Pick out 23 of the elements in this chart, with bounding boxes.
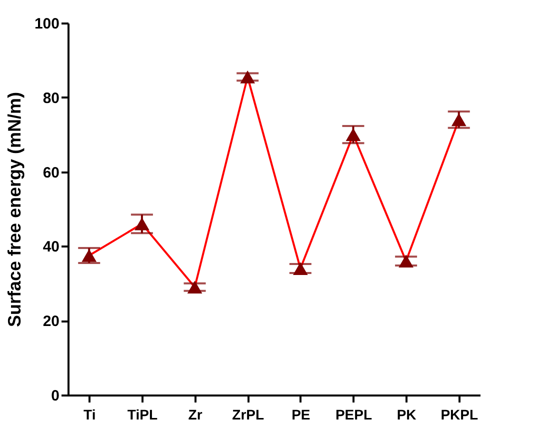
y-tick-label: 20 <box>42 313 60 330</box>
y-tick-label: 100 <box>34 16 60 32</box>
point <box>451 113 466 126</box>
point <box>134 217 150 230</box>
point <box>292 262 308 275</box>
y-tick-label: 0 <box>51 388 60 404</box>
x-tick-label: PK <box>396 406 416 422</box>
x-tick-label: TiPL <box>127 406 158 422</box>
y-axis-title: Surface free energy (mN/m) <box>4 92 24 328</box>
x-tick-label: ZrPL <box>232 406 264 422</box>
x-tick-label: Zr <box>188 406 203 422</box>
x-tick-label: PKPL <box>440 406 478 422</box>
point <box>240 70 256 84</box>
point <box>398 254 414 268</box>
x-tick-label: PE <box>292 406 310 422</box>
y-tick-label: 80 <box>42 90 60 107</box>
y-tick-label: 60 <box>42 164 60 182</box>
x-tick-label: Ti <box>84 406 96 422</box>
point <box>82 249 97 262</box>
point <box>346 128 361 142</box>
x-tick-label: PEPL <box>335 406 372 422</box>
point <box>187 280 202 294</box>
y-tick-label: 40 <box>42 238 60 256</box>
